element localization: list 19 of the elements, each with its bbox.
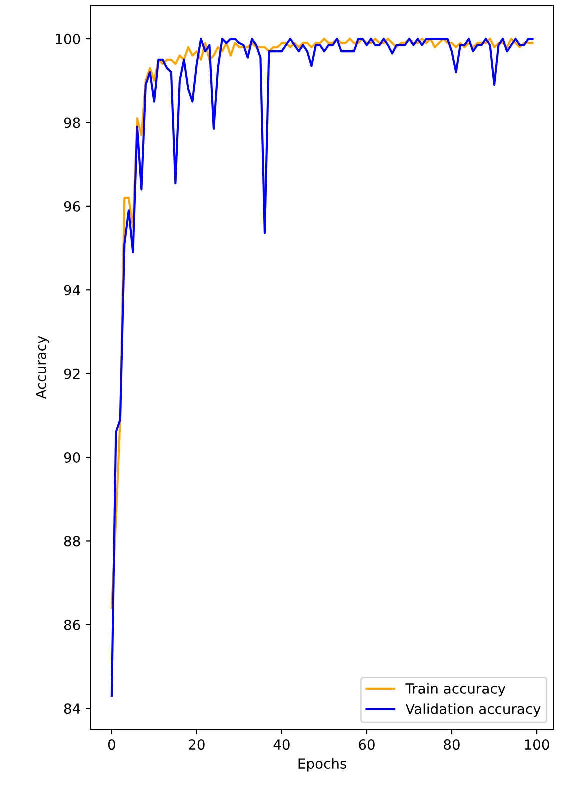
x-tick-label: 20 — [189, 740, 205, 750]
y-axis-title: Accuracy — [36, 336, 50, 400]
legend-label: Train accuracy — [406, 683, 506, 697]
x-tick-label: 0 — [108, 740, 116, 750]
x-tick-label: 80 — [444, 740, 460, 750]
y-tick-label: 84 — [64, 704, 80, 714]
y-tick-label: 94 — [64, 285, 80, 296]
x-tick-label: 40 — [274, 740, 290, 750]
x-tick-label: 60 — [359, 740, 375, 750]
y-tick-label: 100 — [56, 34, 80, 45]
y-tick-label: 98 — [64, 118, 80, 128]
y-tick-label: 96 — [64, 201, 80, 212]
legend-label: Validation accuracy — [406, 704, 541, 718]
y-tick-label: 90 — [64, 452, 80, 464]
y-tick-label: 88 — [64, 536, 80, 547]
x-axis-title: Epochs — [298, 758, 347, 772]
y-tick-label: 92 — [64, 368, 80, 380]
x-tick-label: 100 — [525, 740, 550, 750]
y-tick-label: 86 — [64, 620, 80, 630]
